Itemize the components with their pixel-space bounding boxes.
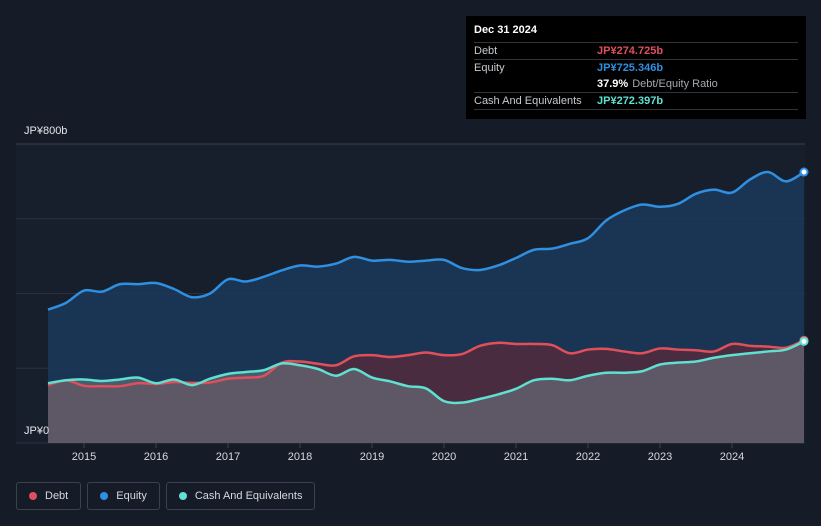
y-axis-bottom-label: JP¥0 <box>24 425 50 437</box>
data-tooltip: Dec 31 2024 Debt JP¥274.725b Equity JP¥7… <box>466 16 806 119</box>
tooltip-row-equity: Equity JP¥725.346b <box>474 59 798 76</box>
tooltip-cash-label: Cash And Equivalents <box>474 95 582 107</box>
x-tick-label: 2015 <box>72 451 96 463</box>
tooltip-ratio-label: Debt/Equity Ratio <box>632 78 718 90</box>
equity-line <box>47 170 805 311</box>
legend-item-cash[interactable]: Cash And Equivalents <box>165 482 316 510</box>
tooltip-equity-value: JP¥725.346b <box>597 62 664 74</box>
tooltip-debt-value: JP¥274.725b <box>597 45 664 57</box>
x-tick-label: 2021 <box>504 451 528 463</box>
tooltip-row-cash: Cash And Equivalents JP¥272.397b <box>474 92 798 110</box>
tooltip-debt-label: Debt <box>474 45 498 57</box>
legend-item-debt[interactable]: Debt <box>16 482 82 510</box>
cash-and-equivalents-end-marker <box>799 336 809 346</box>
x-tick-label: 2017 <box>216 451 240 463</box>
debt-dot-icon <box>29 492 37 500</box>
legend-item-equity[interactable]: Equity <box>87 482 160 510</box>
equity-dot-icon <box>100 492 109 500</box>
x-tick-label: 2018 <box>288 451 312 463</box>
chart-legend: Debt Equity Cash And Equivalents <box>16 482 316 510</box>
x-tick-label: 2024 <box>720 451 744 463</box>
x-tick-label: 2016 <box>144 451 168 463</box>
x-tick-label: 2019 <box>360 451 384 463</box>
tooltip-row-ratio: 37.9% Debt/Equity Ratio <box>474 76 798 92</box>
tooltip-cash-value: JP¥272.397b <box>597 95 664 107</box>
y-axis-top-label: JP¥800b <box>24 125 68 137</box>
legend-debt-label: Debt <box>45 490 69 502</box>
tooltip-row-debt: Debt JP¥274.725b <box>474 42 798 59</box>
tooltip-equity-label: Equity <box>474 62 505 74</box>
tooltip-ratio-value: 37.9% <box>597 78 629 90</box>
tooltip-date: Dec 31 2024 <box>474 24 537 36</box>
x-tick-label: 2023 <box>648 451 672 463</box>
debt-line <box>47 339 805 388</box>
x-tick-label: 2020 <box>432 451 456 463</box>
equity-end-marker <box>799 167 809 177</box>
legend-cash-label: Cash And Equivalents <box>194 490 303 502</box>
x-tick-label: 2022 <box>576 451 600 463</box>
cash-dot-icon <box>178 492 187 500</box>
legend-equity-label: Equity <box>116 490 147 502</box>
cash-and-equivalents-line <box>47 340 805 405</box>
cash-and-equivalents-area <box>48 341 804 443</box>
